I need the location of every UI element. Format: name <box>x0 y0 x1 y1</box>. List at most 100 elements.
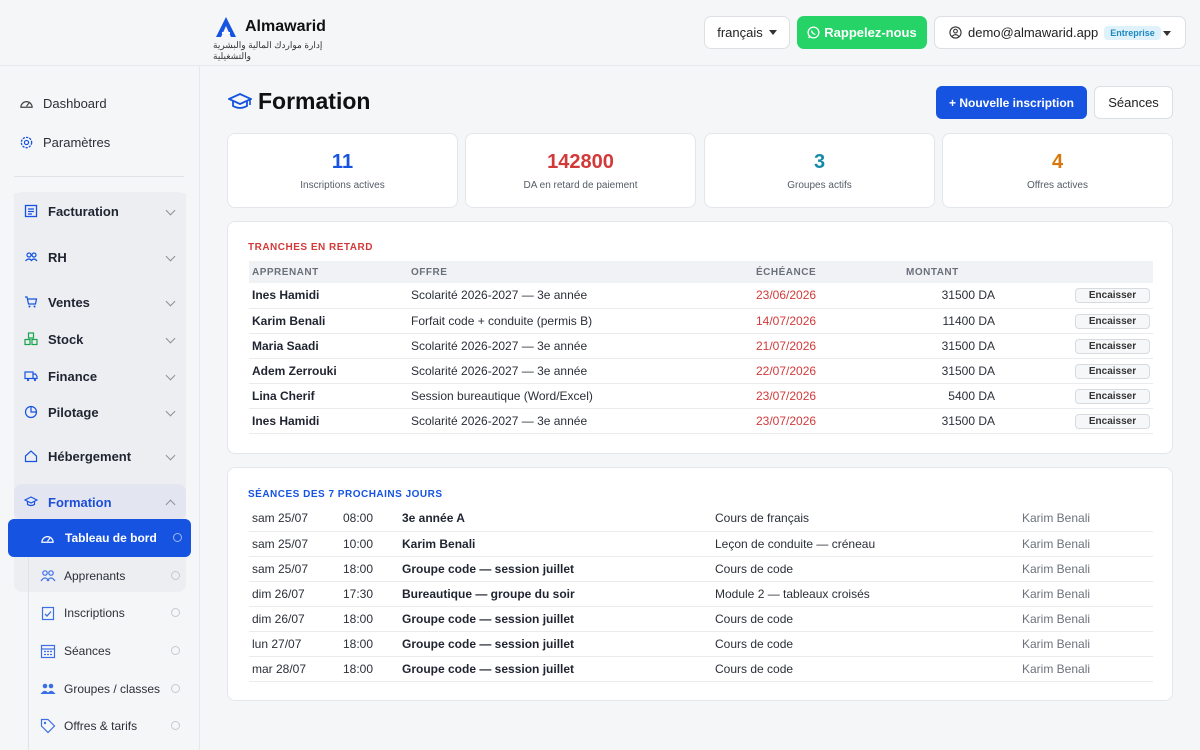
due-date: 23/07/2026 <box>753 383 903 409</box>
user-circle-icon <box>949 26 962 39</box>
info-icon <box>171 721 180 730</box>
brand-name: Almawarid <box>245 18 326 35</box>
sidebar-group-finance[interactable]: Finance <box>14 358 186 394</box>
table-row: Ines Hamidi Scolarité 2026-2027 — 3e anné… <box>249 408 1153 434</box>
stat-value: 3 <box>813 151 826 173</box>
sidebar-divider <box>14 176 184 177</box>
collect-button[interactable]: Encaisser <box>1075 363 1150 379</box>
session-teacher: Karim Benali <box>1019 631 1153 657</box>
learner-name: Karim Benali <box>249 308 408 334</box>
amount: 31500 DA <box>903 333 995 359</box>
user-email: demo@almawarid.app <box>968 25 1099 40</box>
sidebar-item-groupes[interactable]: Groupes / classes <box>28 671 186 707</box>
sidebar-group-label: RH <box>48 249 67 265</box>
sidebar-group-pilotage[interactable]: Pilotage <box>14 394 186 430</box>
collect-button[interactable]: Encaisser <box>1075 313 1150 329</box>
sidebar-item-seances[interactable]: Séances <box>28 633 186 669</box>
session-teacher: Karim Benali <box>1019 606 1153 632</box>
sidebar-group-label: Ventes <box>48 294 90 310</box>
table-row: Lina Cherif Session bureautique (Word/Exc… <box>249 383 1153 409</box>
chevron-up-icon <box>165 499 176 510</box>
sidebar-group-rh[interactable]: RH <box>14 239 186 275</box>
upcoming-sessions-card: SÉANCES DES 7 PROCHAINS JOURS sam 25/07 0… <box>227 467 1173 701</box>
sidebar-item-dashboard[interactable]: Dashboard <box>19 96 107 111</box>
table-row[interactable]: sam 25/07 08:00 3e année A Cours de françai… <box>249 506 1153 532</box>
table-row[interactable]: sam 25/07 10:00 Karim Benali Leçon de condu… <box>249 531 1153 557</box>
sidebar-item-parametres[interactable]: Paramètres <box>19 135 110 150</box>
sidebar-item-offres[interactable]: Offres & tarifs <box>28 708 186 744</box>
people-icon <box>25 252 38 262</box>
graduation-cap-icon <box>24 496 38 507</box>
sidebar: Dashboard Paramètres Facturation RH Ven <box>0 66 200 750</box>
top-bar: Almawarid إدارة مواردك المالية والبشرية … <box>0 0 1200 66</box>
card-title: SÉANCES DES 7 PROCHAINS JOURS <box>248 489 443 500</box>
collect-button[interactable]: Encaisser <box>1075 338 1150 354</box>
session-time: 18:00 <box>340 631 399 657</box>
collect-button[interactable]: Encaisser <box>1075 413 1150 429</box>
stat-value: 4 <box>1051 151 1064 173</box>
late-installments-card: TRANCHES EN RETARD APPRENANT OFFRE ÉCHÉA… <box>227 221 1173 454</box>
sidebar-item-tableau-de-bord[interactable]: Tableau de bord <box>8 519 191 557</box>
brand-tagline: إدارة مواردك المالية والبشرية والتشغيلية <box>213 40 323 61</box>
session-topic: Cours de code <box>712 631 1019 657</box>
session-time: 18:00 <box>340 656 399 682</box>
chevron-down-icon <box>165 450 176 461</box>
late-installments-table: APPRENANT OFFRE ÉCHÉANCE MONTANT Ines Ha… <box>249 261 1153 434</box>
chevron-down-icon <box>165 333 176 344</box>
table-row[interactable]: sam 25/07 18:00 Groupe code — session juil… <box>249 556 1153 582</box>
user-menu[interactable]: demo@almawarid.app Entreprise <box>934 16 1186 49</box>
sidebar-item-apprenants[interactable]: Apprenants <box>28 558 186 594</box>
sidebar-group-ventes[interactable]: Ventes <box>14 284 186 320</box>
column-header: ÉCHÉANCE <box>753 261 903 283</box>
stat-label: Offres actives <box>1027 180 1088 191</box>
offer-name: Scolarité 2026-2027 — 3e année <box>408 283 753 309</box>
stat-label: DA en retard de paiement <box>523 180 638 191</box>
brand-logo[interactable]: Almawarid <box>215 16 326 38</box>
sidebar-group-facturation[interactable]: Facturation <box>14 193 186 229</box>
info-icon <box>171 608 180 617</box>
column-header: MONTANT <box>903 261 995 283</box>
session-teacher: Karim Benali <box>1019 531 1153 557</box>
sidebar-group-label: Formation <box>48 494 112 510</box>
sidebar-item-label: Inscriptions <box>64 606 125 620</box>
table-row[interactable]: dim 26/07 17:30 Bureautique — groupe du so… <box>249 581 1153 607</box>
callback-button[interactable]: Rappelez-nous <box>797 16 927 49</box>
session-topic: Cours de code <box>712 556 1019 582</box>
stat-card-active-offers: 4 Offres actives <box>942 133 1173 208</box>
table-header-row: APPRENANT OFFRE ÉCHÉANCE MONTANT <box>249 261 1153 283</box>
session-day: sam 25/07 <box>249 531 340 557</box>
session-topic: Leçon de conduite — créneau <box>712 531 1019 557</box>
stat-label: Groupes actifs <box>787 180 852 191</box>
table-row[interactable]: mar 28/07 18:00 Groupe code — session juil… <box>249 656 1153 682</box>
tag-icon <box>40 718 56 734</box>
session-topic: Cours de français <box>712 506 1019 532</box>
column-header-actions <box>995 261 1153 283</box>
table-row: Adem Zerrouki Scolarité 2026-2027 — 3e an… <box>249 358 1153 384</box>
collect-button[interactable]: Encaisser <box>1075 288 1150 304</box>
session-time: 18:00 <box>340 556 399 582</box>
table-row[interactable]: lun 27/07 18:00 Groupe code — session juil… <box>249 631 1153 657</box>
stat-label: Inscriptions actives <box>300 180 385 191</box>
language-label: français <box>717 25 763 40</box>
collect-button[interactable]: Encaisser <box>1075 388 1150 404</box>
sidebar-group-hebergement[interactable]: Hébergement <box>14 438 186 474</box>
session-group: Karim Benali <box>399 531 712 557</box>
seances-button[interactable]: Séances <box>1094 86 1173 119</box>
offer-name: Forfait code + conduite (permis B) <box>408 308 753 334</box>
due-date: 21/07/2026 <box>753 333 903 359</box>
table-row: Ines Hamidi Scolarité 2026-2027 — 3e anné… <box>249 283 1153 309</box>
language-select[interactable]: français <box>704 16 790 49</box>
action-cell: Encaisser <box>995 283 1153 309</box>
sidebar-item-inscriptions[interactable]: Inscriptions <box>28 595 186 631</box>
learner-name: Lina Cherif <box>249 383 408 409</box>
stat-card-active-enrollments: 11 Inscriptions actives <box>227 133 458 208</box>
new-enrollment-button[interactable]: + Nouvelle inscription <box>936 86 1087 119</box>
table-row[interactable]: dim 26/07 18:00 Groupe code — session juil… <box>249 606 1153 632</box>
card-title: TRANCHES EN RETARD <box>248 242 373 253</box>
sidebar-group-stock[interactable]: Stock <box>14 321 186 357</box>
session-teacher: Karim Benali <box>1019 556 1153 582</box>
boxes-icon <box>24 332 38 346</box>
chevron-down-icon <box>165 406 176 417</box>
learner-name: Maria Saadi <box>249 333 408 359</box>
sidebar-group-formation[interactable]: Formation <box>14 484 186 520</box>
